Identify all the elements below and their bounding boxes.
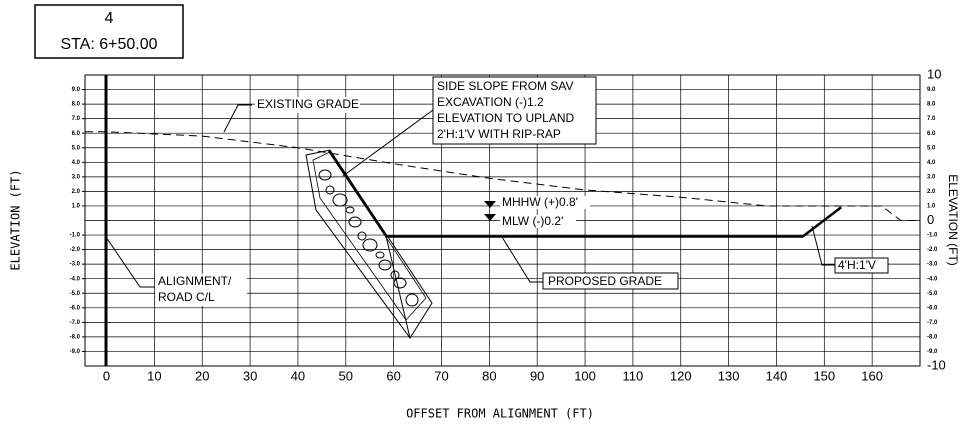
y-tick-label: -4.0 <box>70 276 81 282</box>
y2-axis-label: ELEVATION (FT) <box>946 174 960 266</box>
leader <box>501 236 543 283</box>
y-tick-label: 4.0 <box>72 160 81 166</box>
y2-tick-label: -3.0 <box>927 262 938 268</box>
annotation: ALIGNMENT/ <box>158 274 232 288</box>
x-tick-label: 20 <box>195 368 209 383</box>
y-tick-label: -7.0 <box>70 320 81 326</box>
y2-tick-label: 2.0 <box>927 189 936 195</box>
y-tick-label: -8.0 <box>70 334 81 340</box>
annotation: EXISTING GRADE <box>257 97 359 111</box>
y2-tick-label: -2.0 <box>927 247 938 253</box>
x-tick-label: 70 <box>434 368 448 383</box>
label-bg <box>500 215 576 228</box>
y2-tick-label: 5.0 <box>927 145 936 151</box>
annotation: PROPOSED GRADE <box>548 274 662 288</box>
y-tick-label: 2.0 <box>72 189 81 195</box>
water-marker <box>484 201 496 208</box>
y2-tick-label: 1.0 <box>927 204 936 210</box>
x-tick-label: 130 <box>718 368 740 383</box>
y-axis-label: ELEVATION (FT) <box>9 169 23 270</box>
annotation: EXCAVATION (-)1.2 <box>437 95 544 109</box>
y2-tick-label: 8.0 <box>927 102 936 108</box>
y-tick-label: 5.0 <box>72 145 81 151</box>
x-tick-label: 40 <box>291 368 305 383</box>
y-tick-label: 8.0 <box>72 102 81 108</box>
x-tick-label: 140 <box>766 368 788 383</box>
annotation: 4'H:1'V <box>838 258 876 272</box>
x-tick-label: 110 <box>623 368 644 383</box>
title-box <box>34 4 184 59</box>
label-bg <box>500 196 590 209</box>
annotation: 2'H:1'V WITH RIP-RAP <box>437 127 561 141</box>
label-box <box>542 272 679 290</box>
y-tick-label: -1.0 <box>70 233 81 239</box>
y2-tick-label: 6.0 <box>927 131 936 137</box>
y-tick-label: -5.0 <box>70 291 81 297</box>
y2-tick-label: 7.0 <box>927 116 936 122</box>
label-bg <box>255 97 360 113</box>
y-tick-label: 1.0 <box>72 204 81 210</box>
series-line <box>85 131 920 221</box>
label-bg <box>155 274 247 306</box>
chart-subtitle: STA: 6+50.00 <box>60 36 157 53</box>
y-tick-label: 9.0 <box>72 87 81 93</box>
x-tick-label: 30 <box>243 368 257 383</box>
y2-tick-label: -6.0 <box>927 305 938 311</box>
x-tick-label: 150 <box>813 368 835 383</box>
y2-tick-label: 3.0 <box>927 174 936 180</box>
leader <box>342 109 434 177</box>
series-line <box>328 149 842 238</box>
y-tick-label: 7.0 <box>72 116 81 122</box>
x-tick-label: 100 <box>574 368 596 383</box>
y2-tick-label: -5.0 <box>927 291 938 297</box>
x-tick-label: 80 <box>482 368 496 383</box>
annotation: SIDE SLOPE FROM SAV <box>437 79 573 93</box>
x-tick-label: 0 <box>103 368 110 383</box>
y2-tick-label: 10 <box>927 66 941 81</box>
x-axis-label: OFFSET FROM ALIGNMENT (FT) <box>406 407 594 421</box>
y-tick-label: 6.0 <box>72 131 81 137</box>
chart-title: 4 <box>105 10 114 27</box>
y2-tick-label: 4.0 <box>927 160 936 166</box>
rip-rap <box>305 149 433 339</box>
leader <box>223 104 252 133</box>
y2-tick-label: -9.0 <box>927 349 938 355</box>
y2-tick-label: -1.0 <box>927 233 938 239</box>
annotation: ELEVATION TO UPLAND <box>437 111 574 125</box>
y-tick-label: -9.0 <box>70 349 81 355</box>
leader <box>105 236 155 288</box>
x-tick-label: 10 <box>147 368 161 383</box>
annotation: MLW (-)0.2' <box>502 214 563 228</box>
y2-tick-label: -10 <box>927 357 946 372</box>
y2-tick-label: -7.0 <box>927 320 938 326</box>
x-tick-label: 120 <box>670 368 692 383</box>
callout-box <box>432 76 597 145</box>
x-tick-label: 160 <box>861 368 883 383</box>
y2-tick-label: 0 <box>927 212 934 227</box>
y-tick-label: -6.0 <box>70 305 81 311</box>
annotation: MHHW (+)0.8' <box>502 195 578 209</box>
x-tick-label: 50 <box>339 368 353 383</box>
annotation: ROAD C/L <box>158 290 215 304</box>
leader <box>811 225 835 266</box>
y-tick-label: -2.0 <box>70 247 81 253</box>
y-tick-label: 3.0 <box>72 174 81 180</box>
x-tick-label: 60 <box>386 368 400 383</box>
y-tick-label: -3.0 <box>70 262 81 268</box>
x-tick-label: 90 <box>530 368 544 383</box>
y2-tick-label: -4.0 <box>927 276 938 282</box>
water-marker <box>484 214 496 221</box>
y2-tick-label: -8.0 <box>927 334 938 340</box>
y2-tick-label: 9.0 <box>927 87 936 93</box>
